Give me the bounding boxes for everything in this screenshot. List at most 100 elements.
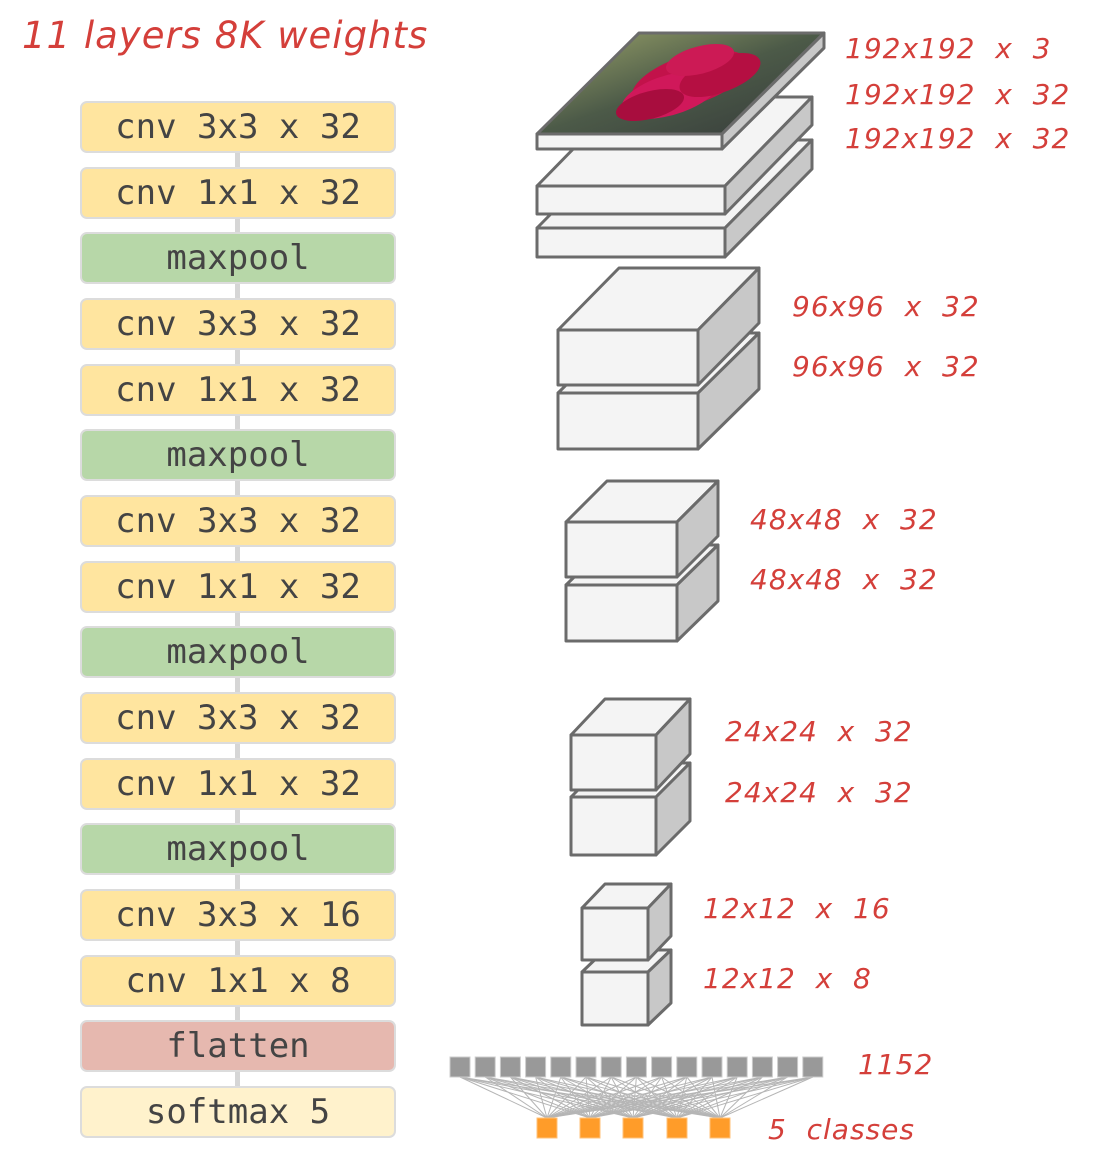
output-node — [536, 1117, 558, 1139]
tensor-shape-label: 24x24 x 32 — [725, 715, 913, 748]
cuboid-front — [535, 226, 727, 259]
cuboid-front — [556, 328, 700, 387]
dense-connection — [546, 1076, 612, 1119]
layer-conv: cnv 3x3 x 32 — [80, 692, 396, 745]
dense-connection — [546, 1076, 562, 1119]
flatten-node — [550, 1056, 572, 1078]
layer-conv: cnv 3x3 x 32 — [80, 101, 396, 153]
dense-connection — [632, 1076, 738, 1119]
layer-conv: cnv 3x3 x 32 — [80, 495, 396, 548]
flatten-node — [701, 1056, 723, 1078]
flatten-node — [777, 1056, 799, 1078]
flatten-node — [499, 1056, 521, 1078]
rose-petal — [616, 89, 684, 121]
dense-connection — [510, 1076, 548, 1119]
layer-conv: cnv 3x3 x 32 — [80, 298, 396, 350]
layer-conv: cnv 3x3 x 16 — [80, 889, 396, 942]
layer-conv: cnv 1x1 x 32 — [80, 166, 396, 219]
dense-connection — [546, 1076, 763, 1119]
dense-connection — [485, 1076, 634, 1119]
layer-flat: flatten — [80, 1020, 396, 1073]
flatten-node — [802, 1056, 824, 1078]
cuboid-front — [569, 795, 658, 857]
cuboid-front — [580, 906, 650, 962]
tensor-shape-label: 192x192 x 32 — [845, 122, 1071, 155]
output-node — [622, 1117, 644, 1139]
dense-connection — [632, 1076, 663, 1119]
dense-connection — [546, 1076, 587, 1119]
layer-pool: maxpool — [80, 232, 396, 285]
dense-connection — [510, 1076, 634, 1119]
dense-connection — [546, 1076, 788, 1119]
flatten-node — [575, 1056, 597, 1078]
dense-connection — [589, 1076, 813, 1119]
tensor-shape-label: 12x12 x 8 — [703, 962, 872, 995]
dense-connection — [589, 1076, 637, 1119]
dense-connection — [484, 1076, 548, 1119]
dense-connection — [632, 1076, 813, 1119]
dense-connection — [719, 1076, 814, 1119]
dense-connection — [546, 1076, 637, 1119]
flatten-node — [525, 1056, 547, 1078]
diagram-title: 11 layers 8K weights — [22, 14, 429, 57]
cuboid-front — [580, 970, 650, 1027]
cuboid-front — [564, 520, 679, 579]
dense-connection — [546, 1076, 813, 1119]
output-node — [709, 1117, 731, 1139]
rose-petal — [679, 53, 761, 97]
dense-connection — [546, 1076, 662, 1119]
cuboid-front — [564, 583, 679, 643]
flatten-node — [751, 1056, 773, 1078]
flatten-size-label: 1152 — [858, 1048, 934, 1081]
dense-connection — [632, 1076, 688, 1119]
dense-connection — [589, 1076, 687, 1119]
dense-connection — [589, 1076, 763, 1119]
dense-connection — [546, 1076, 738, 1119]
output-node — [666, 1117, 688, 1139]
dense-connection — [546, 1076, 713, 1119]
layer-conv: cnv 1x1 x 32 — [80, 757, 396, 810]
tensor-shape-label: 48x48 x 32 — [750, 503, 938, 536]
dense-connection — [589, 1076, 662, 1119]
cuboid-front — [556, 391, 700, 451]
dense-connection — [535, 1076, 548, 1119]
dense-connection — [589, 1076, 713, 1119]
output-classes-label: 5 classes — [768, 1113, 915, 1146]
tensor-shape-label: 192x192 x 32 — [845, 78, 1071, 111]
dense-connection — [589, 1076, 788, 1119]
dense-connection — [589, 1076, 738, 1119]
dense-connection — [459, 1076, 634, 1119]
layer-conv: cnv 1x1 x 32 — [80, 363, 396, 416]
tensor-shape-label: 48x48 x 32 — [750, 563, 938, 596]
flatten-node — [474, 1056, 496, 1078]
dense-connection — [676, 1076, 813, 1119]
layer-pool: maxpool — [80, 823, 396, 876]
flatten-node — [676, 1056, 698, 1078]
cuboid-front — [569, 733, 658, 792]
tensor-shape-label: 24x24 x 32 — [725, 776, 913, 809]
dense-connection — [632, 1076, 763, 1119]
layer-pool: maxpool — [80, 429, 396, 482]
dense-connection — [632, 1076, 788, 1119]
output-node — [579, 1117, 601, 1139]
layer-connector — [235, 120, 240, 1120]
tensor-shape-label: 12x12 x 16 — [703, 892, 891, 925]
flatten-node — [651, 1056, 673, 1078]
layer-conv: cnv 1x1 x 32 — [80, 560, 396, 613]
dense-connection — [459, 1076, 548, 1119]
cuboid-front — [535, 184, 727, 216]
layer-conv: cnv 1x1 x 8 — [80, 954, 396, 1007]
dense-connection — [632, 1076, 713, 1119]
dense-connection — [546, 1076, 687, 1119]
dense-connection — [632, 1076, 637, 1119]
layer-soft: softmax 5 — [80, 1086, 396, 1139]
cuboid-front — [535, 132, 724, 151]
dense-connection — [459, 1076, 591, 1119]
rose-petal — [666, 44, 734, 76]
tensor-shape-label: 192x192 x 3 — [845, 32, 1052, 65]
layer-pool: maxpool — [80, 626, 396, 679]
flatten-node — [625, 1056, 647, 1078]
tensor-shape-label: 96x96 x 32 — [792, 290, 980, 323]
flatten-node — [726, 1056, 748, 1078]
